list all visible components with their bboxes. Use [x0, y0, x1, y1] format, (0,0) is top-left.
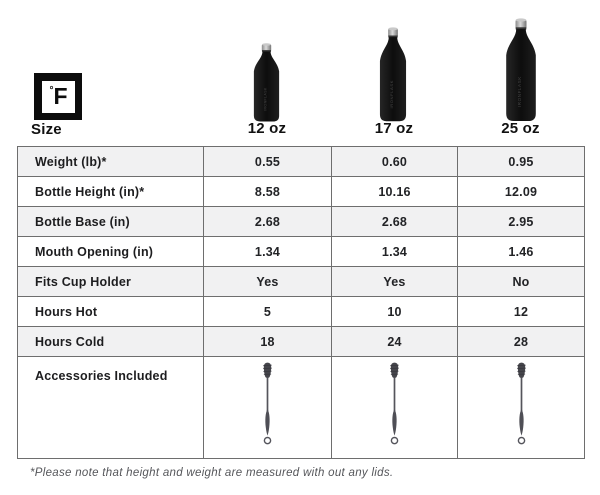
- value-cell: 2.68: [331, 206, 458, 237]
- water-bottle-25oz-icon: IRONFLASK: [504, 18, 538, 123]
- water-bottle-17oz-icon: IRONFLASK: [378, 27, 408, 123]
- cleaning-brush-icon: [457, 356, 585, 459]
- table-row: Hours Cold 18 24 28: [17, 326, 585, 357]
- value-cell: 0.55: [203, 146, 332, 177]
- column-header-25oz: 25 oz: [501, 120, 540, 137]
- value-cell: 0.95: [457, 146, 585, 177]
- cleaning-brush-icon: [331, 356, 458, 459]
- table-row: Bottle Height (in)* 8.58 10.16 12.09: [17, 176, 585, 207]
- value-cell: 12: [457, 296, 585, 327]
- value-cell: 2.95: [457, 206, 585, 237]
- value-cell: 1.34: [203, 236, 332, 267]
- table-row: Mouth Opening (in) 1.34 1.34 1.46: [17, 236, 585, 267]
- row-label: Accessories Included: [17, 356, 204, 459]
- value-cell: 18: [203, 326, 332, 357]
- column-header-17oz: 17 oz: [374, 120, 414, 137]
- water-bottle-12oz-icon: IRONFLASK: [252, 43, 281, 123]
- cleaning-brush-icon: [203, 356, 332, 459]
- value-cell: 28: [457, 326, 585, 357]
- brand-initial: F: [53, 83, 67, 109]
- size-row-title: Size: [31, 121, 62, 138]
- row-label: Weight (lb)*: [17, 146, 204, 177]
- row-label: Mouth Opening (in): [17, 236, 204, 267]
- value-cell: 1.34: [331, 236, 458, 267]
- svg-text:IRONFLASK: IRONFLASK: [389, 80, 394, 108]
- value-cell: 10: [331, 296, 458, 327]
- value-cell: 5: [203, 296, 332, 327]
- spec-comparison-table: Weight (lb)* 0.55 0.60 0.95 Bottle Height (i…: [17, 146, 585, 459]
- row-label: Bottle Base (in): [17, 206, 204, 237]
- value-cell: No: [457, 266, 585, 297]
- footnote-text: *Please note that height and weight are …: [30, 467, 394, 479]
- value-cell: 8.58: [203, 176, 332, 207]
- table-row: Bottle Base (in) 2.68 2.68 2.95: [17, 206, 585, 237]
- spec-table-body: Weight (lb)* 0.55 0.60 0.95 Bottle Height (i…: [17, 146, 585, 459]
- row-label: Hours Hot: [17, 296, 204, 327]
- value-cell: 10.16: [331, 176, 458, 207]
- row-label: Bottle Height (in)*: [17, 176, 204, 207]
- degree-symbol: °: [49, 84, 54, 96]
- value-cell: Yes: [203, 266, 332, 297]
- svg-text:IRONFLASK: IRONFLASK: [517, 76, 522, 107]
- table-row: Accessories Included: [17, 356, 585, 459]
- value-cell: 1.46: [457, 236, 585, 267]
- svg-text:IRONFLASK: IRONFLASK: [263, 87, 267, 111]
- column-header-12oz: 12 oz: [247, 120, 287, 137]
- table-row: Hours Hot 5 10 12: [17, 296, 585, 327]
- table-row: Weight (lb)* 0.55 0.60 0.95: [17, 146, 585, 177]
- brand-logo-inner: ° F: [41, 80, 75, 113]
- value-cell: 2.68: [203, 206, 332, 237]
- brand-logo: ° F: [34, 73, 82, 120]
- table-row: Fits Cup Holder Yes Yes No: [17, 266, 585, 297]
- value-cell: 24: [331, 326, 458, 357]
- value-cell: 12.09: [457, 176, 585, 207]
- row-label: Hours Cold: [17, 326, 204, 357]
- value-cell: 0.60: [331, 146, 458, 177]
- row-label: Fits Cup Holder: [17, 266, 204, 297]
- value-cell: Yes: [331, 266, 458, 297]
